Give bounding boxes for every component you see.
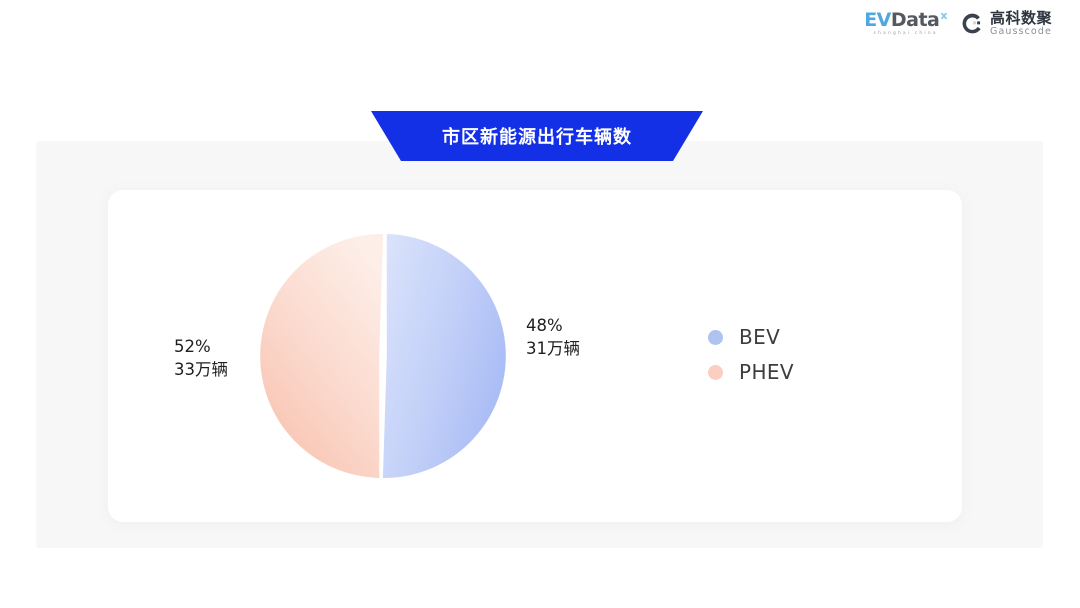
legend-dot-bev-icon: [708, 329, 723, 345]
legend-item-bev[interactable]: BEV: [708, 325, 794, 349]
header-brand-bar: EV Data x shanghai china 高科数聚 Gausscode: [0, 0, 1080, 60]
pie-label-bev-percent: 48%: [526, 316, 563, 335]
pie-label-bev: 48% 31万辆: [526, 314, 580, 361]
gausscode-name-en: Gausscode: [989, 25, 1052, 37]
section-title-banner: 市区新能源出行车辆数: [371, 111, 703, 161]
legend-dot-phev-icon: [708, 364, 723, 380]
legend-item-phev[interactable]: PHEV: [708, 360, 794, 384]
chart-legend: BEV PHEV: [708, 325, 794, 384]
evdata-main: Data: [890, 9, 940, 32]
pie-label-phev: 52% 33万辆: [174, 335, 228, 382]
pie-label-phev-amount: 33万辆: [174, 360, 228, 380]
pie-slice-phev: [260, 233, 384, 478]
gausscode-name-cn: 高科数聚: [989, 9, 1052, 27]
legend-label-bev: BEV: [739, 325, 781, 349]
pie-graphic: [258, 230, 510, 482]
page-title: 市区新能源出行车辆数: [442, 127, 632, 148]
evdata-tagline: shanghai china: [873, 31, 938, 37]
evdata-logo: EV Data x shanghai china: [864, 9, 947, 37]
gausscode-text: 高科数聚 Gausscode: [989, 9, 1052, 37]
evdata-prefix: EV: [864, 9, 891, 32]
evdata-wordmark: EV Data x: [864, 9, 947, 32]
evdata-superscript-icon: x: [940, 9, 947, 23]
gausscode-logo: 高科数聚 Gausscode: [961, 9, 1052, 37]
pie-label-phev-percent: 52%: [174, 337, 211, 356]
pie-slice-bev: [382, 234, 506, 478]
legend-label-phev: PHEV: [739, 360, 795, 384]
gausscode-mark-icon: [961, 12, 984, 35]
brand-logo-group: EV Data x shanghai china 高科数聚 Gausscode: [864, 9, 1052, 37]
pie-chart: 48% 31万辆 52% 33万辆 BEV PHEV: [108, 190, 962, 522]
chart-card: 48% 31万辆 52% 33万辆 BEV PHEV: [108, 190, 962, 522]
pie-label-bev-amount: 31万辆: [526, 339, 580, 359]
